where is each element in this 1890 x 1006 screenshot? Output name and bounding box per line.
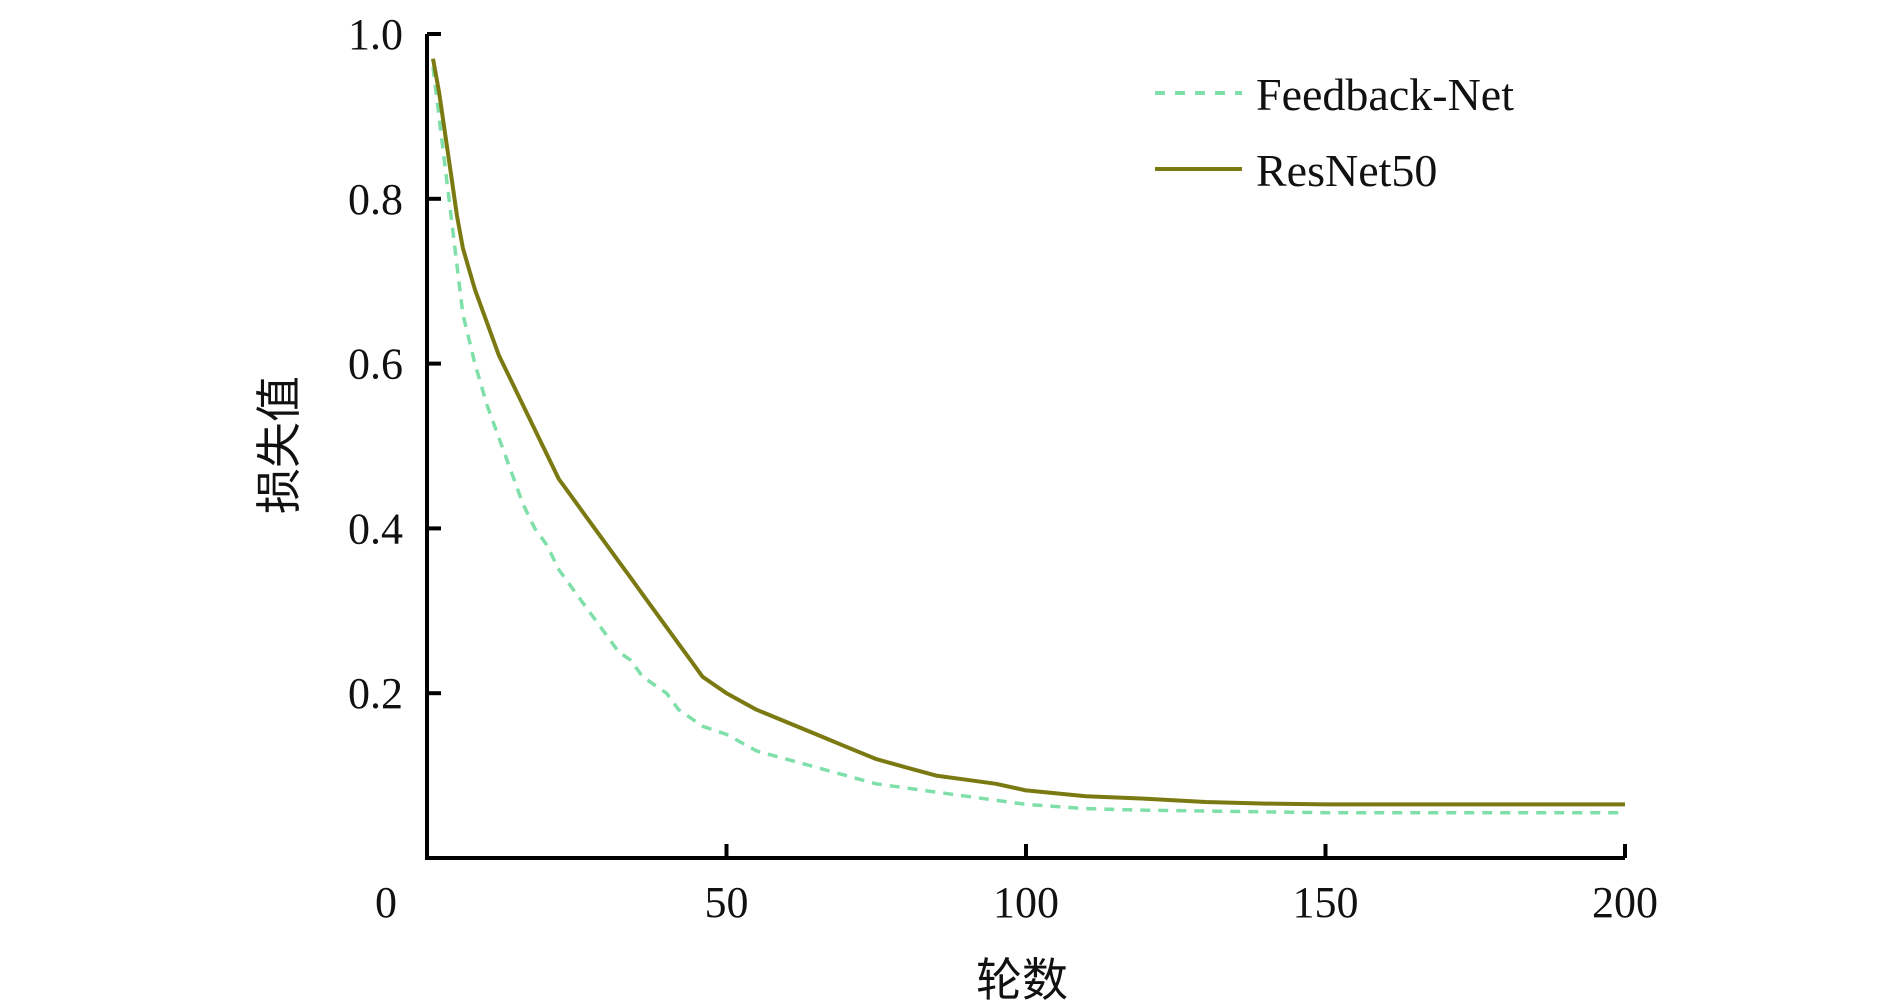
x-tick-label: 50: [705, 878, 749, 927]
y-tick-label: 0.2: [348, 669, 403, 718]
y-tick-label: 0.6: [348, 340, 403, 389]
series-layer: [431, 58, 1625, 815]
x-tick-label: 200: [1592, 878, 1658, 927]
legend: Feedback-Net ResNet50: [1155, 69, 1514, 196]
legend-label-feedback-net: Feedback-Net: [1256, 69, 1514, 120]
y-axis-title: 损失值: [254, 376, 305, 514]
y-tick-label: 0.8: [348, 175, 403, 224]
x-tick-label: 150: [1293, 878, 1359, 927]
x-tick-label: 0: [375, 878, 397, 927]
x-tick-label: 100: [993, 878, 1059, 927]
y-tick-label: 0.4: [348, 504, 403, 553]
series-line-resnet50: [431, 58, 1625, 807]
legend-label-resnet50: ResNet50: [1256, 145, 1437, 196]
series-line-feedback-net: [431, 66, 1625, 815]
y-tick-label: 1.0: [348, 10, 403, 59]
ticks-layer: 0.2 0.4 0.6 0.8 1.0 0 50 100 150 200: [348, 10, 1658, 927]
x-axis-title: 轮数: [976, 955, 1068, 1006]
